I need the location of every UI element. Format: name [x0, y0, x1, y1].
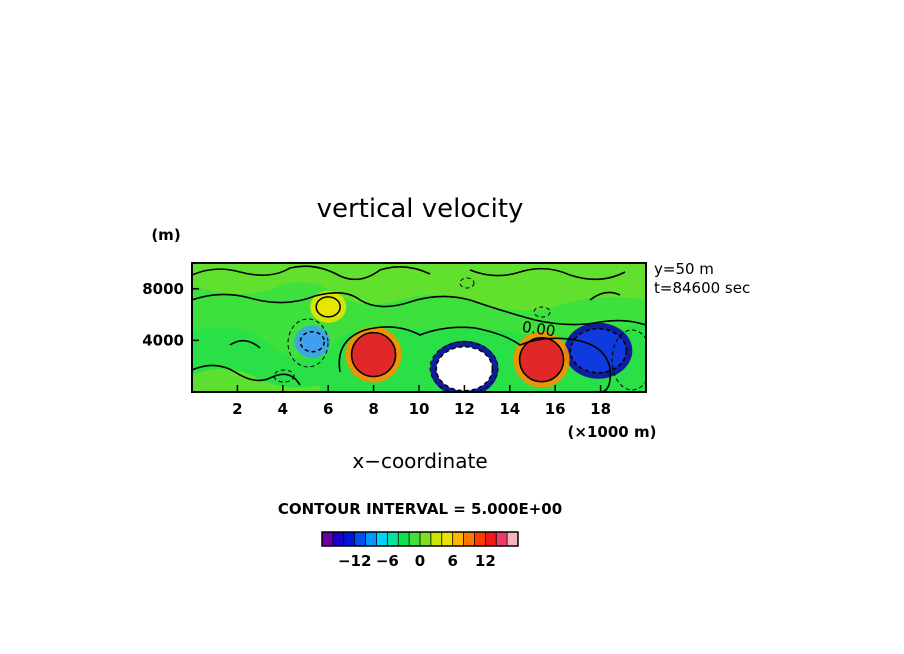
- colorbar-tick-label: 12: [475, 552, 496, 570]
- feature-contour: [315, 296, 341, 318]
- negative-contour: [611, 329, 646, 391]
- y-axis: 4000 8000: [142, 280, 199, 349]
- x-tick-label: 10: [409, 400, 430, 418]
- negative-contour: [287, 318, 329, 368]
- colorbar-swatch: [332, 532, 345, 546]
- contour-value-label: 0.00: [521, 318, 557, 340]
- colorbar-tick-label: −6: [376, 552, 399, 570]
- colorbar-swatch: [322, 532, 334, 546]
- x-tick-label: 6: [323, 400, 333, 418]
- x-unit-label: (×1000 m): [568, 423, 657, 441]
- colorbar-swatch: [398, 532, 410, 546]
- contour-field: [192, 263, 646, 392]
- downdraft-cell: [300, 331, 325, 352]
- x-tick-label: 4: [278, 400, 288, 418]
- zero-contour-line: [229, 339, 261, 349]
- y-tick-label: 4000: [142, 331, 184, 349]
- colorbar-swatch: [452, 532, 464, 546]
- colorbar-swatch: [343, 532, 355, 546]
- colorbar-swatch: [463, 532, 475, 546]
- zero-contour-line: [192, 292, 646, 326]
- y-unit-label: (m): [151, 226, 180, 244]
- feature-contour: [435, 346, 494, 392]
- chart-title: vertical velocity: [317, 194, 524, 224]
- feature-contour: [299, 330, 326, 353]
- zero-contour-line: [192, 265, 431, 281]
- negative-contours: [273, 277, 646, 392]
- colorbar-frame: [321, 531, 519, 547]
- downdraft-cell: [570, 328, 627, 373]
- colorbar-tick-label: 6: [447, 552, 457, 570]
- colorbar-swatch: [507, 532, 519, 546]
- colorbar-swatch: [365, 532, 377, 546]
- negative-contour: [459, 277, 475, 289]
- zero-contours: [192, 265, 646, 392]
- x-axis-label: x−coordinate: [352, 449, 487, 473]
- colorbar-tick-label: 0: [415, 552, 425, 570]
- negative-contour: [429, 341, 499, 392]
- negative-contour: [533, 306, 551, 318]
- updraft-cell: [316, 296, 341, 317]
- info-y-position: y=50 m: [654, 260, 714, 278]
- x-tick-label: 12: [454, 400, 475, 418]
- colorbar-swatch: [430, 532, 443, 546]
- zero-contour-line: [469, 267, 626, 281]
- colorbar-swatch: [387, 532, 399, 546]
- zero-contour-line: [338, 326, 612, 392]
- upper-light-region: [192, 263, 646, 311]
- negative-contour: [273, 369, 295, 383]
- updraft-cell: [351, 332, 396, 377]
- x-tick-label: 18: [590, 400, 611, 418]
- colorbar-swatch: [420, 532, 432, 546]
- feature-outlines-layer: [299, 296, 628, 392]
- x-tick-label: 8: [368, 400, 378, 418]
- colorbar-tick-label: −12: [338, 552, 371, 570]
- zero-contour-line: [192, 364, 301, 386]
- zero-contour-line: [589, 291, 621, 301]
- colorbar-swatch: [354, 532, 366, 546]
- colorbar-swatch: [474, 532, 486, 546]
- x-axis: 2 4 6 8 10 12 14 16 18: [232, 385, 611, 418]
- colorbar-swatch: [409, 532, 421, 546]
- colorbar-swatch: [485, 532, 497, 546]
- feature-contour: [518, 337, 565, 383]
- y-tick-label: 8000: [142, 280, 184, 298]
- feature-contour: [350, 331, 397, 378]
- colorbar-swatch: [376, 532, 388, 546]
- x-tick-label: 2: [232, 400, 242, 418]
- updraft-cell: [519, 337, 564, 382]
- features-layer: [294, 290, 633, 392]
- colorbar-swatch: [441, 532, 453, 546]
- contour-interval-label: CONTOUR INTERVAL = 5.000E+00: [278, 500, 562, 518]
- colorbar-swatch: [496, 532, 508, 546]
- x-tick-label: 14: [499, 400, 520, 418]
- feature-contour: [569, 327, 628, 374]
- colorbar: −12 −6 0 6 12: [321, 531, 519, 570]
- x-tick-label: 16: [545, 400, 566, 418]
- downdraft-cell: [436, 346, 493, 391]
- info-time: t=84600 sec: [654, 279, 750, 297]
